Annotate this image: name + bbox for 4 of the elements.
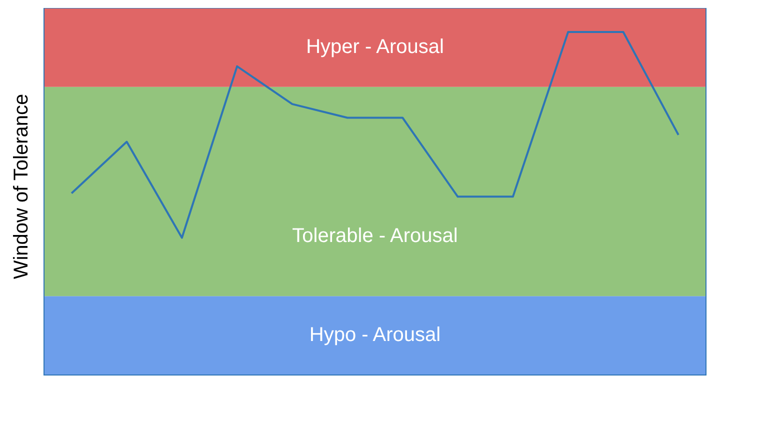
y-axis-title: Window of Tolerance (10, 94, 33, 280)
band-label: Tolerable - Arousal (292, 225, 458, 248)
band-label: Hypo - Arousal (309, 324, 441, 346)
band-label: Hyper - Arousal (306, 36, 444, 58)
